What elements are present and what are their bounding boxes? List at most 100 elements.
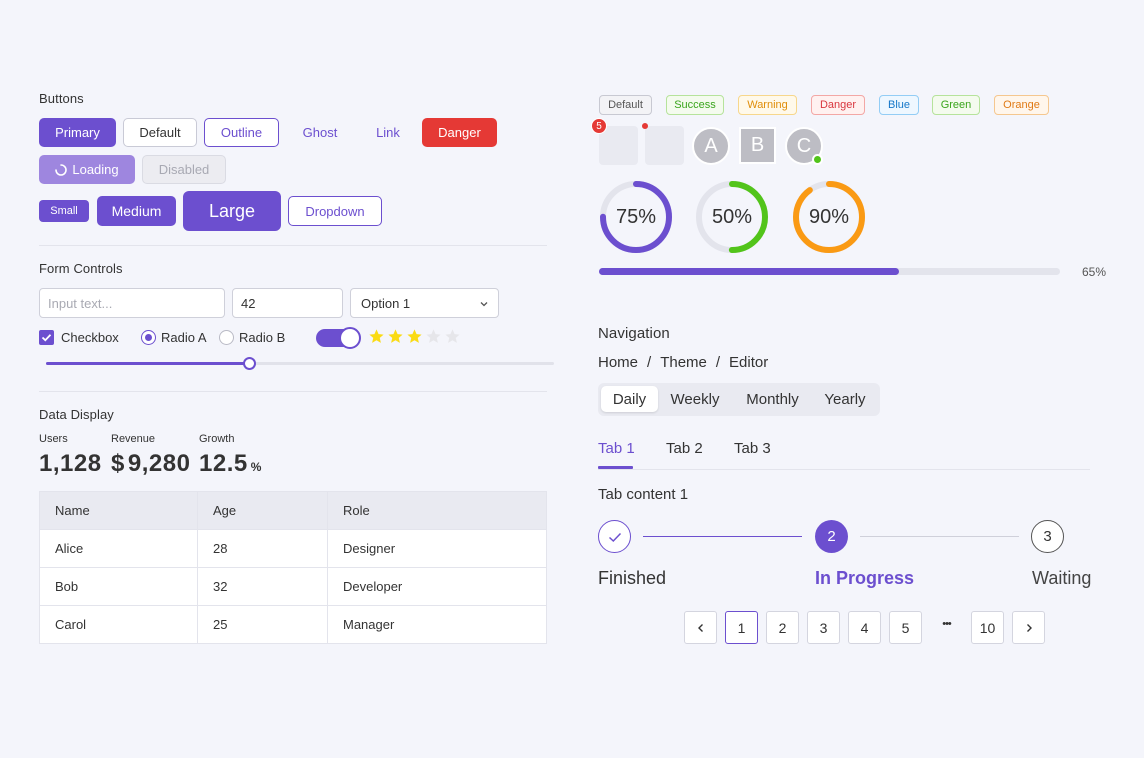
tabs-underline (598, 469, 1090, 470)
star-icon[interactable] (368, 328, 385, 345)
pagination-page-1[interactable]: 1 (725, 611, 758, 644)
table-row[interactable]: Carol 25 Manager (39, 605, 547, 644)
badge-box[interactable] (599, 126, 638, 165)
chevron-left-icon (697, 623, 703, 632)
spinner-icon (55, 163, 68, 176)
option-select[interactable]: Option 1 (350, 288, 499, 318)
stat-growth-number: 12.5 (199, 450, 248, 477)
segment-monthly[interactable]: Monthly (746, 390, 799, 408)
dot-badge-box[interactable] (645, 126, 684, 165)
table-header-cell: Age (197, 491, 328, 530)
radio-a[interactable] (141, 330, 156, 345)
star-icon[interactable] (406, 328, 423, 345)
star-icon[interactable] (387, 328, 404, 345)
slider[interactable] (46, 357, 554, 371)
count-badge: 5 (591, 118, 607, 134)
stat-revenue-prefix: $ (111, 450, 125, 477)
tag-green: Green (932, 95, 980, 115)
pagination-page-3[interactable]: 3 (807, 611, 840, 644)
table-row[interactable]: Alice 28 Designer (39, 529, 547, 568)
checkbox-label: Checkbox (61, 330, 119, 345)
table-header-cell: Role (327, 491, 547, 530)
checkbox[interactable] (39, 330, 54, 345)
pagination-ellipsis[interactable]: ••• (942, 618, 952, 630)
slider-handle[interactable] (243, 357, 257, 370)
tag-orange: Orange (994, 95, 1049, 115)
segment-daily[interactable]: Daily (601, 386, 658, 412)
pagination-page-2[interactable]: 2 (766, 611, 799, 644)
loading-button[interactable]: Loading (39, 155, 135, 184)
table-cell: Designer (327, 529, 547, 568)
divider (39, 245, 547, 246)
stat-revenue-number: 9,280 (127, 450, 191, 477)
progress-bar-fill (599, 268, 899, 275)
primary-button[interactable]: Primary (39, 118, 116, 147)
text-input[interactable]: Input text... (39, 288, 225, 318)
ghost-button[interactable]: Ghost (302, 125, 338, 140)
check-icon (608, 532, 621, 542)
breadcrumb-item-theme[interactable]: Theme (660, 354, 707, 371)
step-current-circle: 2 (815, 520, 848, 553)
navigation-section-title: Navigation (598, 325, 670, 342)
stat-growth-suffix: % (250, 460, 262, 474)
link-button[interactable]: Link (376, 125, 400, 140)
progress-ring-fill (600, 181, 672, 253)
breadcrumb-separator: / (647, 354, 652, 371)
table-cell: Carol (39, 605, 198, 644)
danger-button[interactable]: Danger (422, 118, 497, 147)
large-button[interactable]: Large (183, 191, 281, 231)
tag-blue: Blue (879, 95, 919, 115)
step-connector (643, 536, 802, 537)
outline-button[interactable]: Outline (204, 118, 279, 147)
table-header-row: Name Age Role (39, 491, 547, 530)
divider (39, 391, 547, 392)
segment-yearly[interactable]: Yearly (824, 390, 866, 408)
step-waiting-circle: 3 (1031, 520, 1064, 553)
star-rating[interactable] (368, 328, 461, 345)
pagination-page-4[interactable]: 4 (848, 611, 881, 644)
star-icon[interactable] (444, 328, 461, 345)
breadcrumb-item-home[interactable]: Home (598, 354, 639, 371)
avatar: A (692, 127, 730, 165)
progress-ring-label: 75% (615, 205, 657, 228)
step-finished-label: Finished (598, 568, 667, 588)
toggle-switch[interactable] (316, 327, 361, 349)
table-row[interactable]: Bob 32 Developer (39, 567, 547, 606)
dropdown-button[interactable]: Dropdown (288, 196, 382, 226)
pagination-page-10[interactable]: 10 (971, 611, 1004, 644)
tag-warning: Warning (738, 95, 797, 115)
data-display-section-title: Data Display (39, 407, 114, 422)
small-button[interactable]: Small (39, 200, 89, 222)
tab-3[interactable]: Tab 3 (734, 440, 771, 457)
radio-b[interactable] (219, 330, 234, 345)
pagination-prev-button[interactable] (684, 611, 717, 644)
pagination-next-button[interactable] (1012, 611, 1045, 644)
slider-fill (46, 362, 250, 365)
data-table: Name Age Role Alice 28 Designer Bob 32 D… (39, 491, 547, 644)
dot-badge (642, 123, 648, 129)
pagination-page-5[interactable]: 5 (889, 611, 922, 644)
radio-b-label: Radio B (239, 330, 286, 345)
default-button[interactable]: Default (123, 118, 197, 147)
chevron-right-icon (1026, 623, 1032, 632)
table-cell: 25 (197, 605, 328, 644)
segment-weekly[interactable]: Weekly (670, 390, 720, 408)
tab-content: Tab content 1 (598, 486, 689, 503)
online-status-dot (812, 154, 823, 165)
progress-bar-label: 65% (1082, 265, 1107, 279)
star-icon[interactable] (425, 328, 442, 345)
table-cell: 28 (197, 529, 328, 568)
stat-users-value: 1,128 (39, 450, 102, 477)
tab-1[interactable]: Tab 1 (598, 440, 635, 457)
table-cell: 32 (197, 567, 328, 606)
tab-2[interactable]: Tab 2 (666, 440, 703, 457)
progress-ring: 50% (694, 179, 770, 255)
option-select-value: Option 1 (361, 295, 411, 311)
progress-ring-fill (793, 181, 865, 253)
stat-growth-value: 12.5% (199, 450, 262, 478)
number-input[interactable]: 42 (232, 288, 343, 318)
number-input-value: 42 (241, 295, 256, 311)
medium-button[interactable]: Medium (97, 196, 176, 226)
progress-bar-track (599, 268, 1060, 275)
breadcrumb-item-editor: Editor (729, 354, 769, 371)
